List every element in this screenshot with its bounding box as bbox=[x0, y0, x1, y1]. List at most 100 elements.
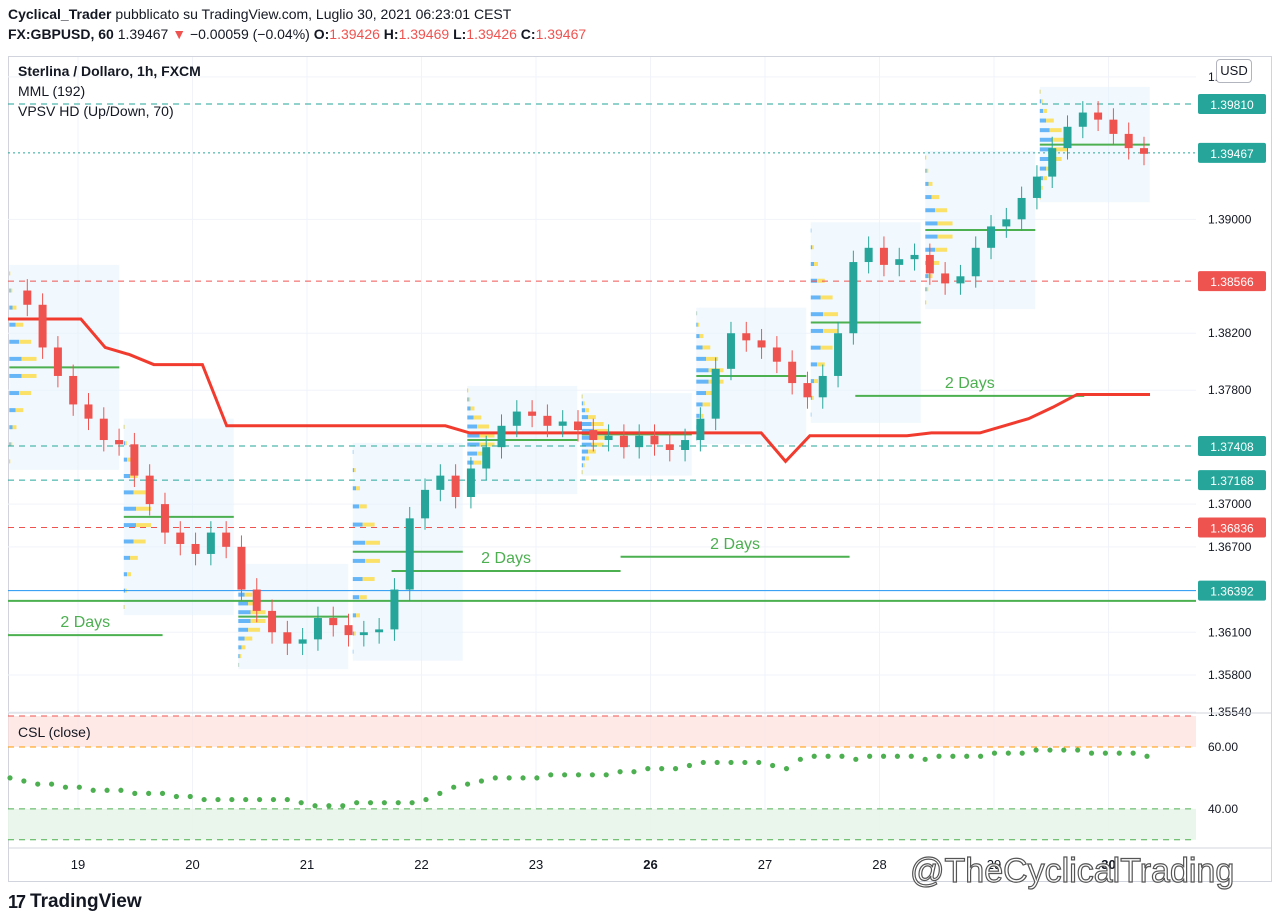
author-name[interactable]: Cyclical_Trader bbox=[8, 6, 112, 22]
csl-dot bbox=[464, 781, 471, 787]
csl-dot bbox=[645, 766, 651, 772]
vp-up-bar bbox=[9, 425, 13, 430]
candle-body bbox=[145, 475, 154, 505]
oversold-zone bbox=[8, 808, 1196, 840]
csl-dot bbox=[908, 753, 914, 759]
candle-body bbox=[619, 435, 628, 448]
candle-body bbox=[329, 618, 338, 626]
brand-name: TradingView bbox=[30, 891, 142, 912]
vp-down-bar bbox=[926, 168, 929, 173]
csl-dot bbox=[506, 775, 512, 781]
candle-body bbox=[558, 421, 567, 426]
csl-dot bbox=[284, 796, 290, 803]
csl-dot bbox=[381, 800, 387, 806]
csl-dot bbox=[1019, 750, 1025, 756]
indicator-csl[interactable]: CSL (close) bbox=[18, 724, 91, 740]
candle-body bbox=[1063, 126, 1072, 149]
candle-body bbox=[1017, 197, 1026, 220]
csl-dot bbox=[853, 756, 859, 762]
two-day-label: 2 Days bbox=[481, 550, 531, 567]
vp-up-bar bbox=[925, 234, 938, 239]
vp-down-bar bbox=[470, 406, 475, 411]
vp-down-bar bbox=[9, 459, 11, 464]
vp-down-bar bbox=[473, 460, 482, 465]
candle-body bbox=[1002, 219, 1011, 227]
x-tick-label: 19 bbox=[71, 857, 85, 872]
candle-body bbox=[23, 290, 32, 305]
candle-body bbox=[941, 273, 950, 284]
csl-dot bbox=[811, 753, 817, 759]
candle-body bbox=[115, 440, 124, 445]
vp-down-bar bbox=[583, 401, 585, 406]
vp-down-bar bbox=[479, 442, 495, 447]
csl-dot bbox=[90, 787, 96, 793]
price-label-box bbox=[1198, 271, 1266, 292]
candle-body bbox=[849, 262, 858, 334]
price-label-box bbox=[1198, 580, 1266, 601]
vp-up-bar bbox=[9, 288, 11, 293]
csl-dot bbox=[520, 775, 526, 781]
vp-up-bar bbox=[9, 305, 13, 310]
csl-dot bbox=[589, 772, 595, 778]
vp-down-bar bbox=[10, 442, 13, 447]
price-label-text: 1.39467 bbox=[1210, 147, 1254, 161]
vp-up-bar bbox=[123, 523, 137, 528]
indicator-vpsv[interactable]: VPSV HD (Up/Down, 70) bbox=[18, 103, 174, 119]
vp-up-bar bbox=[1039, 176, 1044, 181]
candle-body bbox=[726, 333, 735, 369]
vp-down-bar bbox=[359, 595, 367, 600]
vp-down-bar bbox=[1043, 176, 1047, 181]
vp-down-bar bbox=[588, 449, 596, 454]
vp-up-bar bbox=[581, 408, 586, 413]
candle-body bbox=[1032, 176, 1041, 198]
vp-up-bar bbox=[1039, 128, 1050, 133]
vp-down-bar bbox=[250, 610, 266, 615]
tradingview-logo[interactable]: 17 TradingView bbox=[8, 891, 142, 913]
vp-up-bar bbox=[1039, 156, 1050, 161]
candle-body bbox=[604, 435, 613, 441]
vp-up-bar bbox=[581, 401, 584, 406]
candle-body bbox=[681, 440, 690, 450]
csl-dot bbox=[1130, 750, 1136, 756]
vp-up-bar bbox=[810, 395, 813, 400]
vp-up-bar bbox=[352, 468, 355, 473]
vp-up-bar bbox=[696, 334, 700, 339]
candle-body bbox=[1140, 148, 1148, 154]
csl-dot bbox=[714, 759, 720, 766]
candle-body bbox=[818, 375, 827, 398]
currency-button[interactable]: USD bbox=[1216, 59, 1252, 83]
csl-dot bbox=[367, 800, 374, 806]
vp-up-bar bbox=[467, 415, 474, 420]
candle-body bbox=[298, 639, 307, 644]
vp-down-bar bbox=[244, 592, 253, 597]
vp-down-bar bbox=[1046, 118, 1054, 123]
candle-body bbox=[543, 415, 552, 426]
symbol-label: FX:GBPUSD, 60 bbox=[8, 26, 114, 42]
csl-dot bbox=[867, 753, 873, 759]
vp-down-bar bbox=[125, 441, 127, 446]
chart-frame[interactable] bbox=[8, 56, 1272, 882]
vp-down-bar bbox=[935, 208, 948, 213]
indicator-mml[interactable]: MML (192) bbox=[18, 83, 86, 99]
vp-up-bar bbox=[925, 195, 932, 200]
vp-down-bar bbox=[239, 654, 242, 659]
csl-dot bbox=[201, 796, 207, 803]
down-arrow-icon: ▼ bbox=[172, 26, 187, 42]
vp-down-bar bbox=[812, 245, 814, 250]
csl-dot bbox=[437, 790, 443, 796]
candle-body bbox=[497, 425, 506, 448]
vp-down-bar bbox=[21, 373, 37, 378]
candle-body bbox=[696, 418, 705, 441]
csl-dot bbox=[35, 781, 41, 787]
candle-body bbox=[879, 247, 888, 265]
vp-down-bar bbox=[473, 415, 482, 420]
csl-dot bbox=[922, 756, 928, 762]
osc-tick-label: 60.00 bbox=[1208, 740, 1238, 754]
price-label-text: 1.37408 bbox=[1210, 440, 1254, 454]
candle-body bbox=[574, 421, 582, 431]
csl-dot bbox=[326, 803, 332, 809]
vp-up-bar bbox=[352, 595, 360, 600]
vp-up-bar bbox=[123, 441, 126, 446]
csl-dot bbox=[492, 775, 498, 781]
